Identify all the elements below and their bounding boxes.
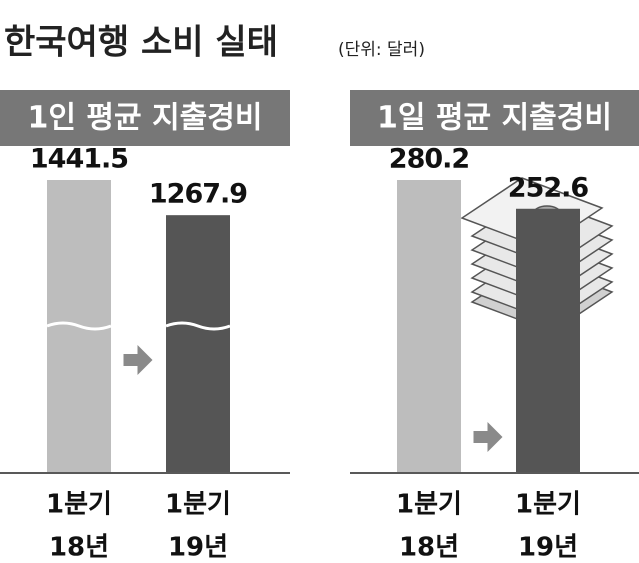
- bar: [516, 208, 580, 472]
- x-tick-label: 18년: [49, 533, 109, 563]
- bar: [166, 215, 230, 472]
- panel-header: [350, 90, 639, 146]
- value-label: 252.6: [508, 172, 589, 203]
- x-tick-label: 19년: [518, 533, 578, 563]
- x-tick-label: 19년: [168, 533, 228, 563]
- arrow: [473, 422, 503, 452]
- x-tick-label: 1분기: [396, 490, 462, 520]
- value-label: 280.2: [389, 144, 469, 175]
- chart-title: 1인 평균 지출경비: [28, 101, 263, 136]
- value-label: 1267.9: [149, 179, 247, 210]
- x-tick-label: 1분기: [515, 490, 581, 520]
- axis-break: [165, 321, 231, 331]
- x-tick-label: 18년: [399, 533, 459, 563]
- axis-break: [46, 321, 112, 331]
- chart-title: 1일 평균 지출경비: [377, 101, 612, 136]
- value-label: 1441.5: [30, 144, 128, 175]
- bar: [397, 180, 461, 472]
- unit-label: (단위: 달러): [338, 40, 425, 60]
- panel-header: [0, 90, 290, 146]
- x-tick-label: 1분기: [46, 490, 112, 520]
- main-title: 한국여행 소비 실태: [4, 23, 278, 63]
- arrow: [123, 345, 153, 375]
- x-tick-label: 1분기: [165, 490, 231, 520]
